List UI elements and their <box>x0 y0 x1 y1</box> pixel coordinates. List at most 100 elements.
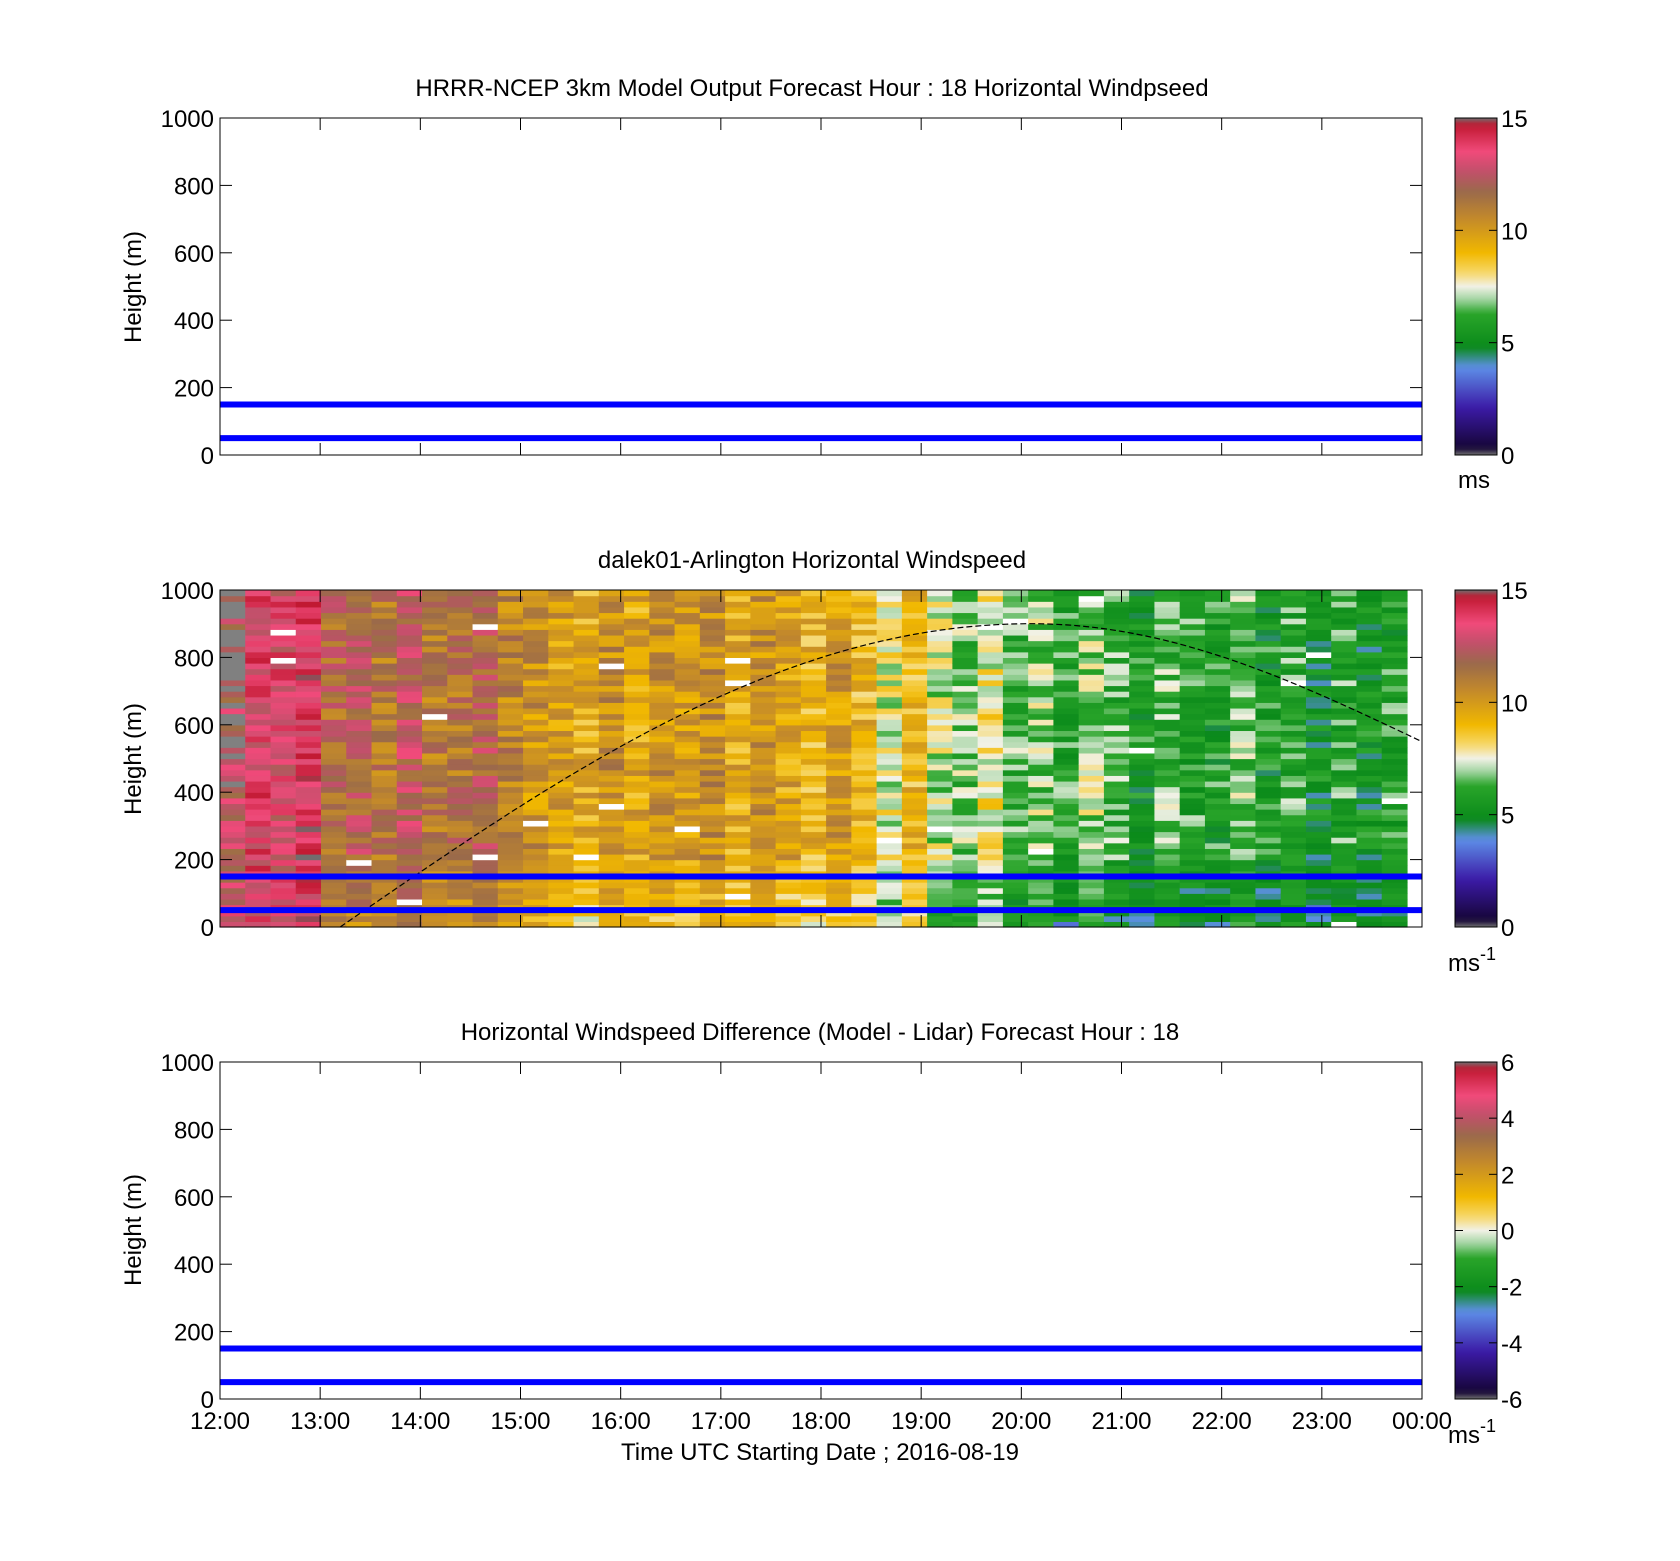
heatmap-cell <box>800 921 827 928</box>
heatmap-cell <box>674 719 701 726</box>
heatmap-cell <box>826 741 852 748</box>
heatmap-cell <box>1331 764 1358 771</box>
heatmap-cell <box>472 590 499 597</box>
heatmap-cell <box>624 691 650 698</box>
heatmap-cell <box>396 887 423 894</box>
heatmap-cell <box>826 769 852 776</box>
heatmap-cell <box>1204 825 1231 833</box>
heatmap-cell <box>573 859 600 866</box>
heatmap-cell <box>422 646 448 653</box>
heatmap-cell <box>523 685 549 692</box>
heatmap-cell <box>245 814 272 821</box>
heatmap-cell <box>573 853 600 861</box>
heatmap-cell <box>1356 758 1383 765</box>
heatmap-cell <box>1255 730 1282 737</box>
heatmap-cell <box>674 775 701 782</box>
heatmap-cell <box>1179 640 1206 647</box>
heatmap-cell <box>750 634 777 642</box>
heatmap-cell <box>1078 893 1105 900</box>
heatmap-cell <box>800 741 827 748</box>
heatmap-cell <box>598 876 625 883</box>
heatmap-cell <box>1103 691 1130 698</box>
heatmap-cell <box>952 792 979 799</box>
heatmap-cell <box>220 893 246 900</box>
heatmap-cell <box>346 691 373 698</box>
heatmap-cell <box>1028 842 1054 849</box>
heatmap-cell <box>826 797 852 805</box>
heatmap-cell <box>851 595 878 602</box>
heatmap-cell <box>1331 601 1358 608</box>
heatmap-cell <box>826 865 852 872</box>
heatmap-cell <box>699 736 726 743</box>
heatmap-cell <box>295 595 322 602</box>
heatmap-cell <box>548 736 575 743</box>
heatmap-cell <box>750 663 777 670</box>
heatmap-cell <box>1154 786 1181 793</box>
heatmap-cell <box>674 646 701 653</box>
heatmap-cell <box>295 915 322 922</box>
heatmap-cell <box>497 837 524 844</box>
heatmap-cell <box>371 764 398 771</box>
heatmap-cell <box>598 696 625 703</box>
heatmap-cell <box>270 898 297 906</box>
heatmap-cell <box>1028 797 1054 805</box>
heatmap-cell <box>245 685 272 692</box>
heatmap-cell <box>649 809 676 816</box>
heatmap-cell <box>952 646 979 653</box>
heatmap-cell <box>598 865 625 872</box>
heatmap-cell <box>901 679 928 687</box>
heatmap-cell <box>1078 764 1105 771</box>
heatmap-cell <box>952 910 979 917</box>
heatmap-cell <box>775 865 802 872</box>
heatmap-cell <box>674 837 701 844</box>
heatmap-cell <box>1255 842 1282 849</box>
heatmap-cell <box>851 618 878 625</box>
heatmap-cell <box>1255 825 1282 833</box>
heatmap-cell <box>1129 634 1156 642</box>
heatmap-cell <box>1053 910 1080 917</box>
heatmap-cell <box>1179 747 1206 754</box>
heatmap-cell <box>649 651 676 658</box>
heatmap-cell <box>826 606 852 614</box>
heatmap-cell <box>472 730 499 737</box>
heatmap-cell <box>1002 915 1029 922</box>
heatmap-cell <box>422 663 448 670</box>
heatmap-cell <box>876 741 903 748</box>
heatmap-cell <box>1154 618 1181 625</box>
heatmap-cell <box>1002 612 1029 619</box>
heatmap-cell <box>1179 775 1206 782</box>
heatmap-cell <box>396 769 423 776</box>
heatmap-cell <box>1053 797 1080 805</box>
heatmap-cell <box>220 887 246 894</box>
heatmap-cell <box>1356 921 1383 928</box>
heatmap-cell <box>876 915 903 922</box>
heatmap-cell <box>1154 758 1181 765</box>
heatmap-cell <box>826 803 852 810</box>
heatmap-cell <box>775 893 802 900</box>
heatmap-cell <box>674 713 701 720</box>
heatmap-cell <box>295 640 322 647</box>
heatmap-cell <box>800 606 827 614</box>
heatmap-cell <box>624 601 650 608</box>
heatmap-cell <box>1002 921 1029 928</box>
heatmap-cell <box>220 803 246 810</box>
heatmap-cell <box>725 618 751 625</box>
heatmap-cell <box>295 696 322 703</box>
heatmap-cell <box>977 764 1004 771</box>
heatmap-cell <box>1154 590 1181 597</box>
heatmap-cell <box>1230 797 1257 805</box>
heatmap-cell <box>674 691 701 698</box>
heatmap-cell <box>245 679 272 687</box>
heatmap-cell <box>220 668 246 675</box>
heatmap-cell <box>1053 634 1080 642</box>
heatmap-cell <box>1381 780 1408 788</box>
heatmap-cell <box>1129 910 1156 917</box>
heatmap-cell <box>901 780 928 788</box>
heatmap-cell <box>1331 590 1358 597</box>
heatmap-cell <box>1103 820 1130 827</box>
heatmap-cell <box>927 668 953 675</box>
heatmap-cell <box>876 736 903 743</box>
heatmap-cell <box>1053 696 1080 703</box>
heatmap-cell <box>1331 696 1358 703</box>
